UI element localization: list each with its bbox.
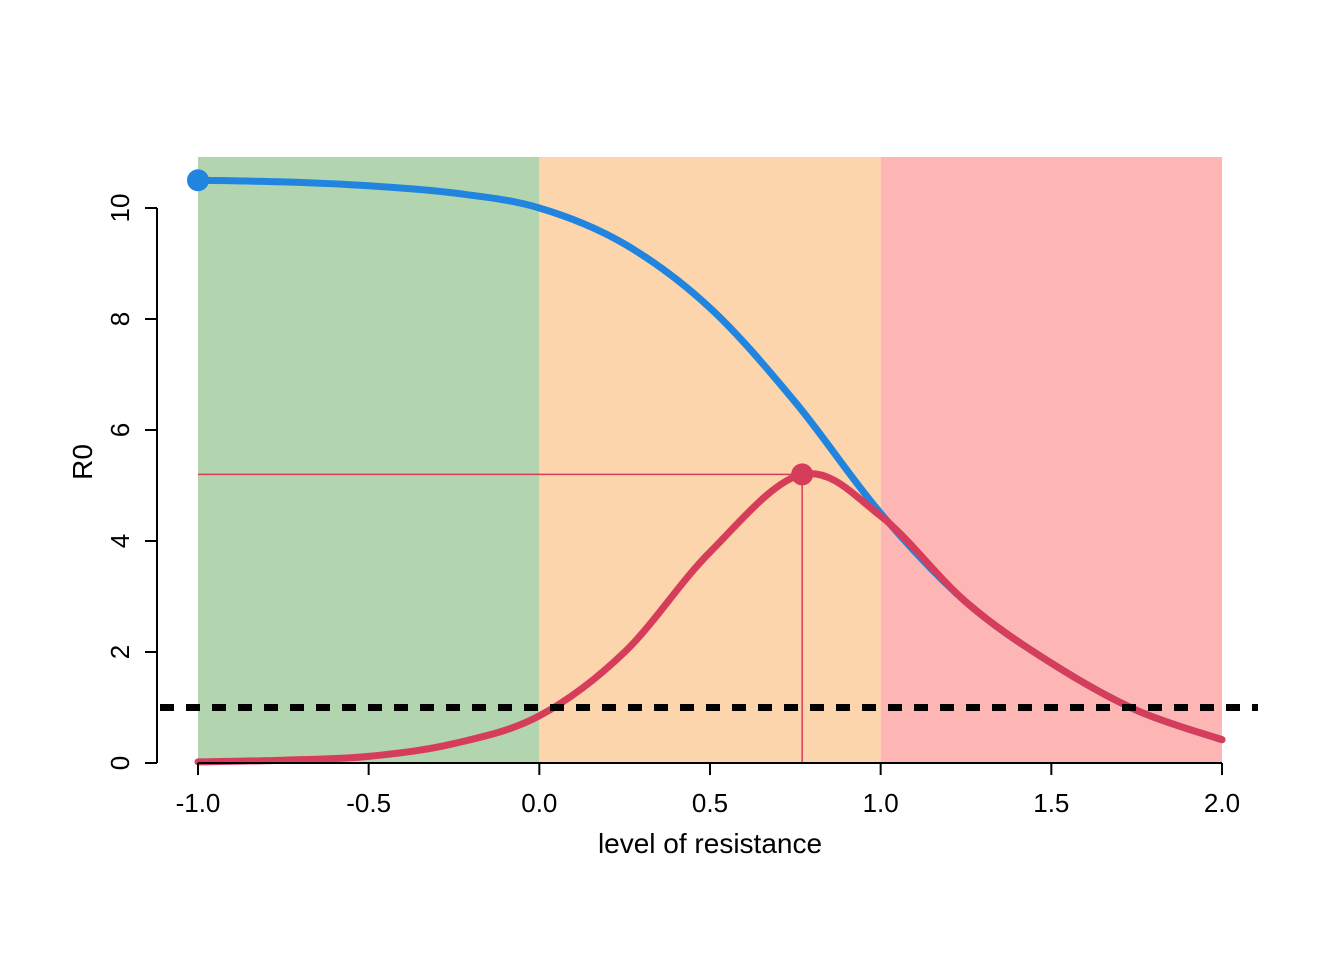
x-tick-label: 2.0 — [1204, 788, 1240, 818]
series-lines — [194, 176, 1226, 766]
region-2 — [880, 157, 1222, 763]
peak-guide-lines — [198, 473, 803, 763]
y-tick-label: 4 — [105, 534, 135, 548]
series-point-0 — [187, 169, 209, 192]
x-tick-label: 0.5 — [692, 788, 728, 818]
region-0 — [198, 157, 540, 763]
y-tick-label: 8 — [105, 312, 135, 326]
y-tick-label: 2 — [105, 645, 135, 659]
x-axis-title: level of resistance — [598, 828, 822, 859]
region-1 — [539, 157, 881, 763]
x-tick-label: 1.0 — [863, 788, 899, 818]
series-point-1 — [791, 463, 814, 486]
x-tick-label: -0.5 — [346, 788, 391, 818]
y-tick-label: 0 — [105, 756, 135, 770]
y-axis-title: R0 — [67, 444, 98, 480]
x-tick-label: 0.0 — [521, 788, 557, 818]
y-tick-label: 6 — [105, 423, 135, 437]
background-regions — [198, 157, 1222, 763]
peak-markers — [187, 169, 814, 486]
y-tick-label: 10 — [105, 194, 135, 223]
x-tick-label: 1.5 — [1033, 788, 1069, 818]
axes: -1.0 -0.5 0.0 0.5 1.0 1.5 2.0 0 2 4 6 8 10 — [105, 194, 1240, 818]
x-tick-label: -1.0 — [176, 788, 221, 818]
series-line-1 — [194, 470, 1226, 766]
